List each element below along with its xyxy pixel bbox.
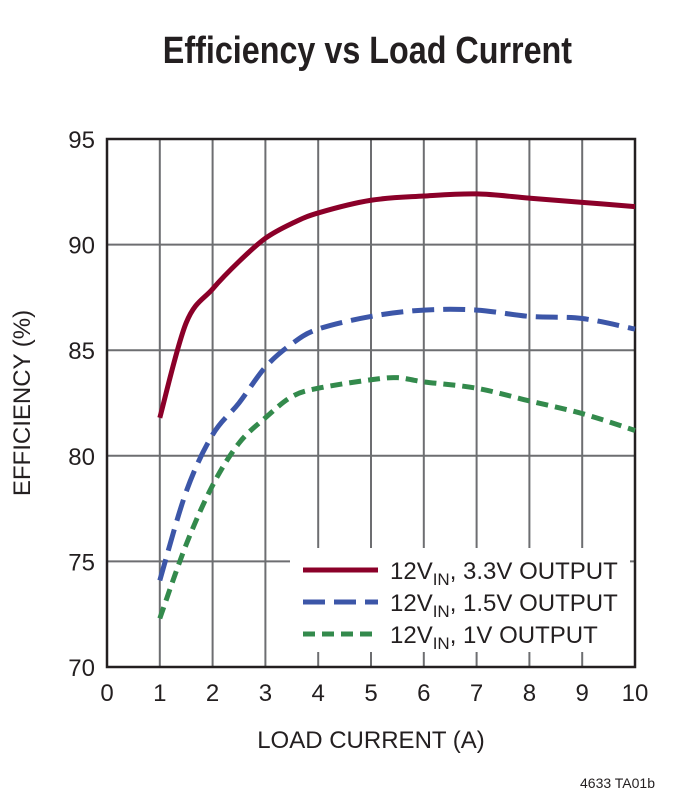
chart-title: Efficiency vs Load Current xyxy=(162,30,573,72)
plot-frame xyxy=(105,137,637,669)
y-tick-label: 75 xyxy=(68,549,95,576)
y-tick-label: 85 xyxy=(68,338,95,365)
x-tick-label: 7 xyxy=(470,680,483,707)
x-tick-label: 9 xyxy=(576,680,589,707)
series-line-2 xyxy=(157,375,636,620)
x-axis-label: LOAD CURRENT (A) xyxy=(257,727,485,754)
y-tick-label: 80 xyxy=(68,444,95,471)
x-tick-label: 8 xyxy=(523,680,536,707)
x-tick-label: 2 xyxy=(206,680,219,707)
x-tick-label: 3 xyxy=(259,680,272,707)
series-line-0 xyxy=(157,191,636,419)
x-tick-label: 4 xyxy=(312,680,325,707)
y-tick-label: 70 xyxy=(68,655,95,682)
x-tick-label: 6 xyxy=(417,680,430,707)
y-tick-label: 95 xyxy=(68,127,95,154)
x-tick-label: 1 xyxy=(153,680,166,707)
y-tick-label: 90 xyxy=(68,233,95,260)
x-tick-label: 5 xyxy=(364,680,377,707)
legend-label: 12VIN, 1.5V OUTPUT xyxy=(390,590,618,621)
x-tick-label: 0 xyxy=(100,680,113,707)
x-tick-label: 10 xyxy=(622,680,649,707)
legend-label: 12VIN, 1V OUTPUT xyxy=(390,622,598,653)
figure-code: 4633 TA01b xyxy=(580,775,655,791)
legend-label: 12VIN, 3.3V OUTPUT xyxy=(390,558,618,589)
y-axis-label: EFFICIENCY (%) xyxy=(9,310,36,496)
